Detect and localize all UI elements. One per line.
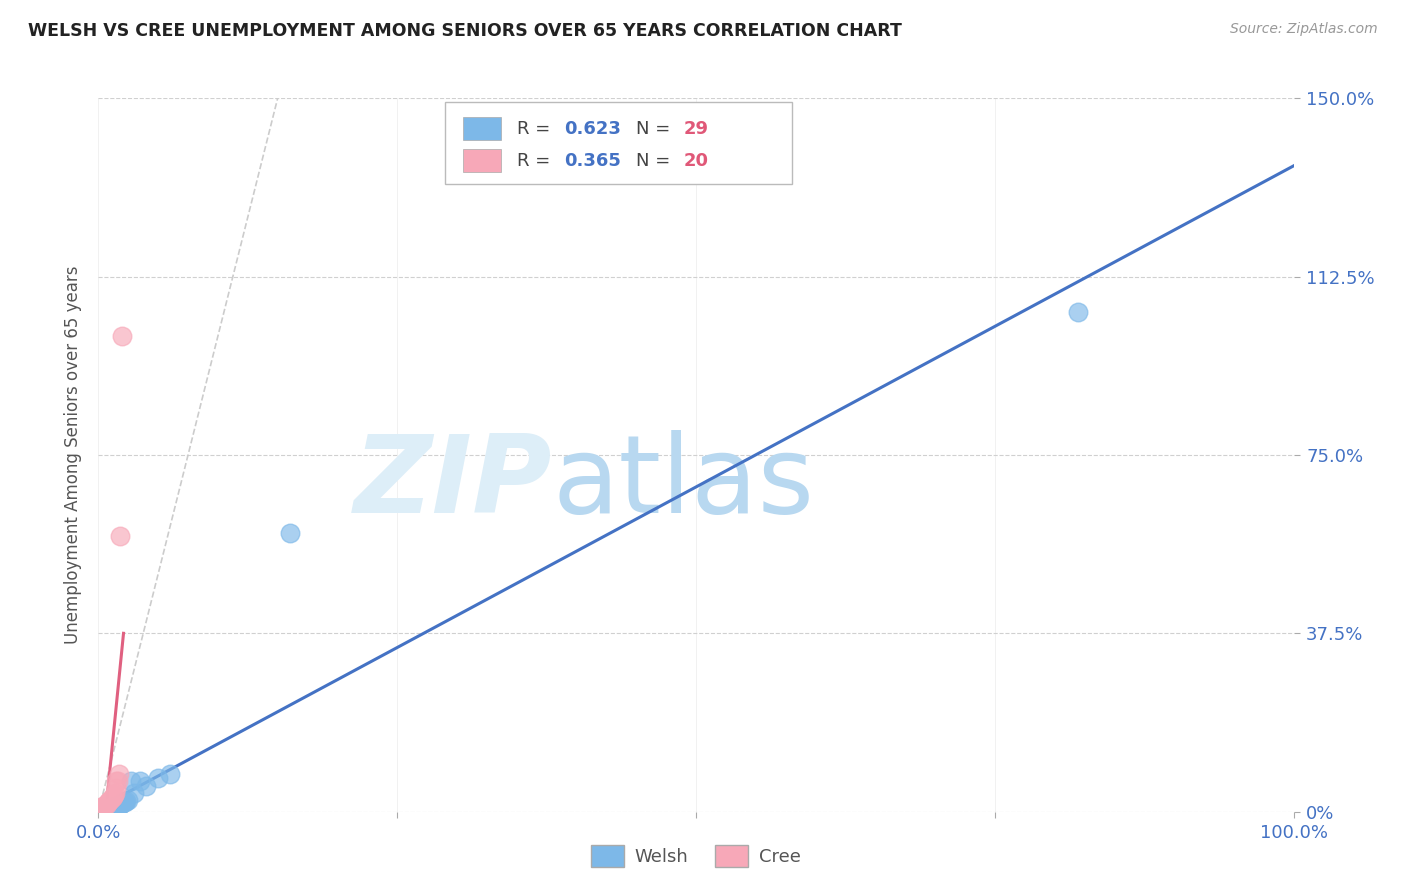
Point: [93, 802, 115, 816]
Point: [148, 772, 170, 786]
Point: [115, 794, 138, 808]
Point: [105, 799, 128, 814]
Y-axis label: Unemployment Among Seniors over 65 years: Unemployment Among Seniors over 65 years: [65, 266, 83, 644]
Point: [111, 329, 134, 343]
Point: [96, 797, 118, 811]
Point: [100, 801, 122, 815]
Point: [91, 802, 114, 816]
Point: [112, 795, 135, 809]
Point: [89, 802, 111, 816]
Point: [89, 803, 111, 817]
Point: [98, 793, 122, 807]
Text: 0.365: 0.365: [565, 153, 621, 170]
Point: [105, 780, 128, 795]
Legend: Welsh, Cree: Welsh, Cree: [583, 838, 808, 874]
Point: [91, 799, 114, 814]
Text: R =: R =: [517, 120, 555, 138]
Text: Source: ZipAtlas.com: Source: ZipAtlas.com: [1230, 22, 1378, 37]
Text: 29: 29: [685, 120, 709, 138]
Point: [124, 786, 146, 800]
Point: [117, 793, 139, 807]
Point: [90, 801, 112, 815]
FancyBboxPatch shape: [444, 102, 792, 184]
Point: [93, 798, 115, 813]
Point: [94, 797, 117, 812]
Point: [101, 790, 124, 805]
Point: [107, 798, 129, 813]
FancyBboxPatch shape: [463, 117, 501, 140]
Point: [110, 797, 132, 811]
Point: [103, 800, 125, 814]
Point: [97, 795, 120, 809]
Point: [101, 800, 124, 814]
Point: [104, 800, 127, 814]
Text: R =: R =: [517, 153, 555, 170]
Point: [111, 796, 134, 810]
Text: WELSH VS CREE UNEMPLOYMENT AMONG SENIORS OVER 65 YEARS CORRELATION CHART: WELSH VS CREE UNEMPLOYMENT AMONG SENIORS…: [28, 22, 903, 40]
Point: [1067, 305, 1090, 319]
Point: [107, 797, 129, 812]
Point: [96, 802, 118, 816]
FancyBboxPatch shape: [463, 149, 501, 172]
Point: [100, 791, 122, 805]
Point: [97, 802, 120, 816]
Point: [98, 801, 122, 815]
Point: [129, 773, 152, 788]
Point: [120, 773, 142, 788]
Point: [104, 786, 127, 800]
Point: [98, 794, 121, 808]
Text: 20: 20: [685, 153, 709, 170]
Text: 0.623: 0.623: [565, 120, 621, 138]
Text: ZIP: ZIP: [354, 431, 553, 536]
Point: [105, 773, 128, 788]
Point: [107, 766, 129, 780]
Point: [108, 529, 131, 543]
Text: N =: N =: [637, 153, 676, 170]
Text: N =: N =: [637, 120, 676, 138]
Text: atlas: atlas: [553, 431, 814, 536]
Point: [91, 800, 114, 814]
Point: [98, 801, 121, 815]
Point: [159, 766, 181, 780]
Point: [108, 797, 131, 812]
Point: [278, 526, 301, 541]
Point: [114, 795, 136, 809]
Point: [135, 779, 157, 793]
Point: [107, 773, 129, 788]
Point: [103, 788, 125, 802]
